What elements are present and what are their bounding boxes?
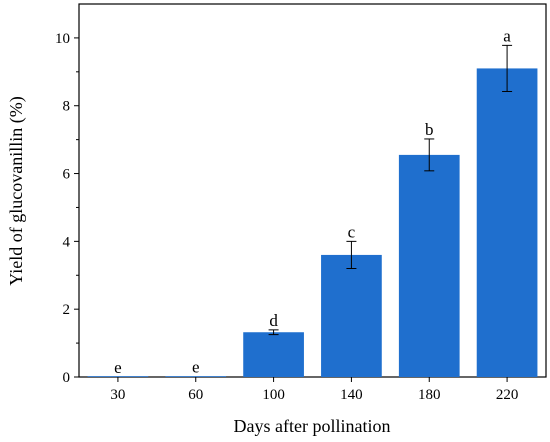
significance-label-60: e xyxy=(192,357,200,376)
y-axis: 0 2 4 6 8 10 xyxy=(55,31,79,386)
x-tick-label-220: 220 xyxy=(496,387,519,403)
bar-100 xyxy=(243,332,304,377)
x-tick-label-60: 60 xyxy=(188,387,203,403)
bars-layer xyxy=(87,68,538,377)
x-tick-label-100: 100 xyxy=(262,387,285,403)
y-tick-label-8: 8 xyxy=(63,99,71,115)
plot-area xyxy=(78,3,547,378)
y-tick-label-2: 2 xyxy=(63,302,71,318)
y-tick-label-6: 6 xyxy=(63,167,71,183)
bar-60 xyxy=(165,376,227,377)
plot-frame xyxy=(78,3,547,378)
y-tick-label-4: 4 xyxy=(63,234,71,250)
x-axis: 30 60 100 140 180 220 xyxy=(110,377,518,403)
error-bars-layer xyxy=(268,44,513,336)
y-tick-label-10: 10 xyxy=(55,31,70,47)
x-tick-label-140: 140 xyxy=(340,387,363,403)
y-axis-title: Yield of glucovanillin (%) xyxy=(6,96,27,285)
bar-30 xyxy=(87,376,149,377)
bar-140 xyxy=(321,254,382,377)
bar-220 xyxy=(476,68,538,377)
significance-label-220: a xyxy=(503,26,511,45)
significance-label-100: d xyxy=(269,311,278,330)
significance-label-180: b xyxy=(425,120,434,139)
significance-label-140: c xyxy=(348,222,356,241)
x-tick-label-30: 30 xyxy=(110,387,125,403)
significance-labels-layer: e e d c b a xyxy=(114,26,511,377)
x-axis-title: Days after pollination xyxy=(234,416,391,436)
x-tick-label-180: 180 xyxy=(418,387,441,403)
y-tick-label-0: 0 xyxy=(63,370,71,386)
bar-180 xyxy=(398,154,460,377)
significance-label-30: e xyxy=(114,358,122,377)
